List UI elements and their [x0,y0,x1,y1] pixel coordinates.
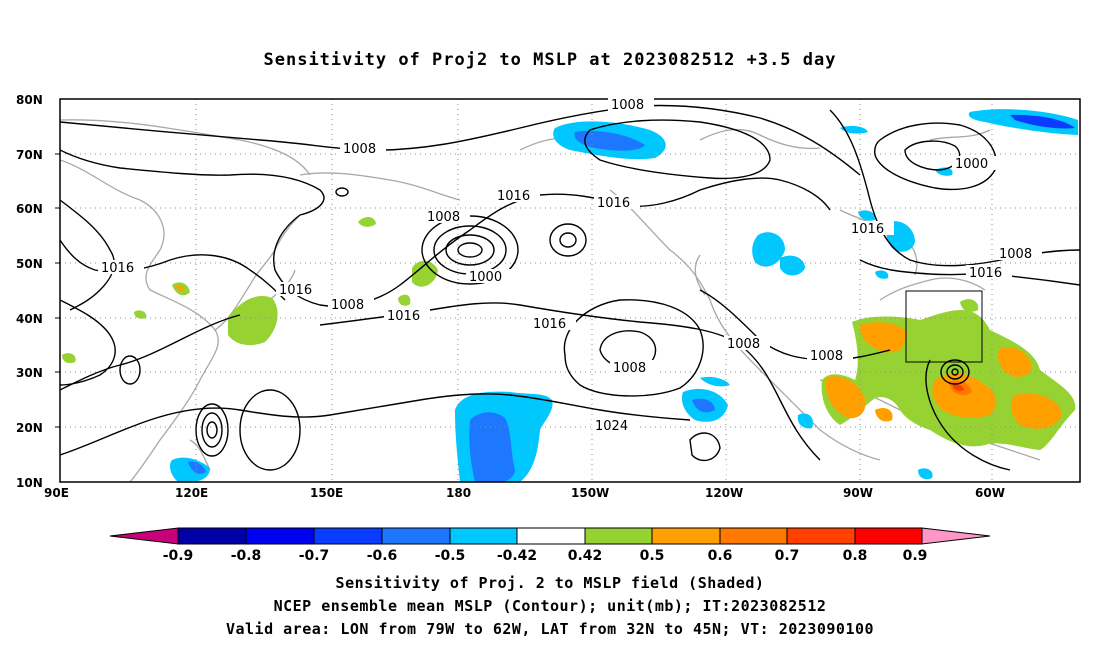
longitude-labels: 90E 120E 150E 180 150W 120W 90W 60W [44,486,1005,500]
lat-label-10n: 10N [16,476,43,490]
colorbar-label: -0.5 [435,548,466,564]
lat-label-80n: 80N [16,93,43,107]
colorbar-label: 0.8 [843,548,868,564]
colorbar-cell [313,527,383,545]
colorbar-cell [109,527,179,545]
colorbar-cell [516,527,586,545]
caption-shading: Sensitivity of Proj. 2 to MSLP field (Sh… [335,574,765,592]
graticule [60,99,1080,482]
contour-label: 1008 [727,337,760,352]
colorbar-cell [921,527,991,545]
latitude-labels: 80N 70N 60N 50N 40N 30N 20N 10N [16,93,43,490]
lat-label-70n: 70N [16,148,43,162]
colorbar-label: -0.42 [497,548,537,564]
contour-label: 1008 [331,298,364,313]
contour-label: 1016 [597,196,630,211]
contour-label: 1016 [497,189,530,204]
colorbar-label: 0.7 [775,548,800,564]
colorbar-cell [786,527,856,545]
contour-label: 1024 [595,419,628,434]
mslp-contours [60,104,1080,471]
contour-labels: 1008 1008 1008 1008 1008 1008 1008 1000 … [98,97,1042,477]
contour-label: 1000 [469,270,502,285]
colorbar-cell [651,527,721,545]
lat-label-30n: 30N [16,366,43,380]
contour-label: 1016 [279,283,312,298]
contour-label: 1000 [955,157,988,172]
lon-label-90w: 90W [843,486,873,500]
colorbar-cell [177,527,247,545]
lon-label-120w: 120W [705,486,743,500]
contour-label: 1016 [533,317,566,332]
colorbar-cell [719,527,788,545]
colorbar-cell [584,527,653,545]
colorbar [109,527,991,545]
contour-label: 1016 [851,222,884,237]
lat-label-40n: 40N [16,312,43,326]
lon-label-180: 180 [446,486,471,500]
contour-label: 1008 [611,98,644,113]
colorbar-cell [854,527,923,545]
lon-label-150w: 150W [571,486,609,500]
valid-area-box [905,290,983,363]
contour-label: 1008 [427,210,460,225]
positive-sensitivity-shading [62,216,1076,450]
lon-label-60w: 60W [975,486,1005,500]
colorbar-label: -0.9 [163,548,194,564]
lat-label-50n: 50N [16,257,43,271]
colorbar-label: 0.5 [640,548,665,564]
colorbar-labels: -0.9 -0.8 -0.7 -0.6 -0.5 -0.42 0.42 0.5 … [163,548,928,564]
contour-label: 1016 [387,309,420,324]
map-title: Sensitivity of Proj2 to MSLP at 20230825… [263,50,837,70]
contour-label: 1016 [101,261,134,276]
lon-label-150e: 150E [310,486,343,500]
map-frame [59,98,1081,483]
colorbar-cell [381,527,451,545]
colorbar-label: -0.8 [231,548,262,564]
lon-label-120e: 120E [175,486,208,500]
contour-label: 1016 [969,266,1002,281]
colorbar-label: 0.9 [903,548,928,564]
caption-valid-area: Valid area: LON from 79W to 62W, LAT fro… [225,620,875,638]
colorbar-label: 0.6 [708,548,733,564]
lat-label-20n: 20N [16,421,43,435]
lon-label-90e: 90E [44,486,69,500]
colorbar-label: -0.7 [299,548,330,564]
contour-label: 1008 [613,361,646,376]
contour-label: 1008 [999,247,1032,262]
colorbar-cell [449,527,518,545]
colorbar-cell [245,527,315,545]
negative-sensitivity-shading [170,109,1078,482]
contour-label: 1008 [343,142,376,157]
contour-label: 1008 [810,349,843,364]
lat-label-60n: 60N [16,202,43,216]
caption-contour: NCEP ensemble mean MSLP (Contour); unit(… [273,597,827,615]
colorbar-label: -0.6 [367,548,398,564]
colorbar-label: 0.42 [568,548,603,564]
